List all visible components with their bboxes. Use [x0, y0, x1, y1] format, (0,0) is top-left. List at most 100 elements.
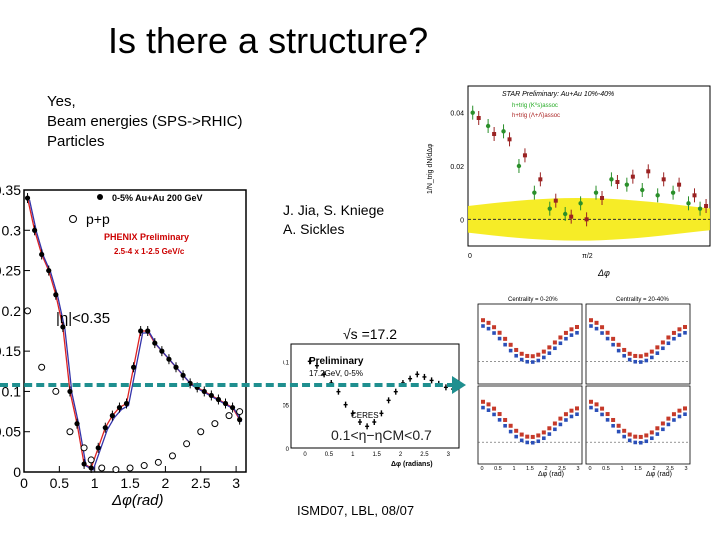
multi-point-red — [633, 353, 638, 358]
phenix-point — [201, 388, 207, 395]
star-point — [547, 206, 552, 211]
phenix-ytick-label: 0.1 — [2, 383, 22, 399]
multi-point-red — [508, 342, 513, 347]
multi-point-blue — [633, 440, 638, 445]
star-plot: 0 0.02 0.04 STAR Preliminary: Au+Au 10%-40… — [427, 85, 711, 278]
star-point — [501, 129, 506, 134]
ceres-xtick-label: 2.5 — [420, 452, 429, 458]
star-point — [578, 201, 583, 206]
multi-point-red — [575, 406, 579, 411]
multi-point-blue — [547, 351, 552, 355]
page-title: Is there a structure? — [108, 20, 429, 61]
star-point — [538, 177, 543, 182]
star-point — [624, 182, 630, 187]
star-point — [609, 177, 614, 182]
phenix-pp-point — [225, 412, 233, 420]
multi-point-blue — [553, 427, 557, 432]
multi-point-red — [666, 335, 671, 340]
star-point — [492, 132, 497, 136]
multi-point-red — [616, 423, 621, 428]
multi-point-blue — [600, 412, 604, 417]
multi-point-blue — [666, 341, 671, 346]
phenix-point — [229, 404, 236, 411]
multi-point-red — [514, 428, 519, 433]
multi-point-blue — [638, 360, 643, 364]
phenix-xtick-label: 2 — [162, 475, 170, 491]
multi-xtick-label: 1.5 — [526, 466, 534, 472]
phenix-xlabel: Δφ(rad) — [111, 492, 164, 509]
ceres-plot: √s =17.2 Preliminary 17.2GeV, 0-5% CERES… — [283, 322, 463, 472]
multi-point-blue — [525, 359, 530, 364]
phenix-point — [109, 413, 115, 419]
phenix-ytick-label: 0.2 — [2, 303, 22, 319]
ceres-xtick-label: 1 — [351, 452, 355, 458]
phenix-pp-point — [126, 464, 134, 472]
multi-point-blue — [536, 439, 541, 444]
multi-point-blue — [497, 336, 502, 341]
multi-point-blue — [553, 346, 557, 351]
multi-point-blue — [530, 440, 535, 445]
multi-point-blue — [611, 423, 615, 428]
star-legend-entry: h+trig (Λ+Λ̄)assoc — [512, 113, 560, 119]
multi-plot: Centrality = 0-20% Centrality = 20-40% 0… — [477, 297, 691, 478]
ceres-xtick-label: 0.5 — [325, 452, 334, 458]
multi-point-blue — [542, 436, 546, 441]
star-point — [470, 110, 475, 115]
multi-point-red — [605, 330, 610, 335]
multi-point-blue — [547, 432, 552, 436]
multi-point-red — [638, 434, 643, 439]
multi-xtick-label: 0 — [588, 466, 591, 472]
multi-point-blue — [503, 342, 507, 347]
phenix-xtick-label: 0.5 — [50, 475, 70, 491]
multi-point-red — [492, 325, 497, 330]
multi-point-blue — [627, 438, 632, 443]
dashed-arrow-line — [0, 383, 455, 387]
multi-point-blue — [481, 405, 485, 410]
phenix-point — [95, 445, 101, 451]
multi-point-red — [530, 354, 535, 359]
ceres-eta-annotation: 0.1<η−ηCM<0.7 — [331, 427, 432, 443]
multi-point-blue — [492, 331, 496, 335]
multi-point-red — [486, 402, 491, 407]
multi-point-blue — [486, 326, 491, 331]
star-xtick: π/2 — [582, 253, 593, 260]
phenix-point — [130, 364, 137, 370]
star-point — [677, 182, 682, 187]
multi-point-red — [530, 434, 535, 439]
phenix-point — [81, 461, 87, 467]
multi-xtick-label: 2 — [652, 466, 655, 472]
multi-point-blue — [589, 405, 593, 410]
multi-point-blue — [564, 336, 568, 341]
star-point — [630, 174, 635, 179]
star-ytick-label: 0 — [460, 217, 464, 224]
multi-point-red — [600, 406, 605, 411]
phenix-ytick-label: 0.3 — [2, 222, 22, 238]
multi-point-red — [622, 428, 627, 433]
multi-subpanel — [477, 303, 583, 385]
multi-xlabel: Δφ (rad) — [538, 471, 564, 478]
multi-point-red — [605, 412, 610, 417]
phenix-ytick-label: 0.25 — [0, 263, 21, 279]
star-point — [686, 201, 691, 206]
multi-point-red — [649, 430, 654, 435]
multi-point-blue — [605, 418, 610, 422]
multi-point-blue — [594, 408, 599, 412]
credits: J. Jia, S. Kniege A. Sickles — [283, 201, 384, 239]
star-point — [697, 206, 703, 211]
multi-point-blue — [492, 412, 496, 417]
multi-point-blue — [519, 438, 524, 443]
star-point — [532, 190, 537, 195]
star-xtick: 0 — [468, 253, 472, 260]
phenix-xtick-label: 0 — [20, 475, 28, 491]
phenix-chart: 0 0.05 0.1 0.15 0.2 0.25 0.3 0.35 0 0.5 1 1.5 2 2.5 3… — [0, 180, 250, 510]
multi-point-blue — [594, 326, 599, 331]
footer-text: ISMD07, LBL, 08/07 — [297, 503, 415, 518]
multi-point-red — [519, 432, 524, 437]
multi-point-blue — [677, 333, 682, 337]
bullet-item: Yes, — [47, 93, 76, 110]
multi-point-red — [589, 399, 593, 404]
credit-line: J. Jia, S. Kniege — [283, 202, 385, 218]
multi-point-red — [677, 327, 682, 332]
multi-point-blue — [542, 355, 546, 360]
phenix-point — [102, 425, 108, 431]
